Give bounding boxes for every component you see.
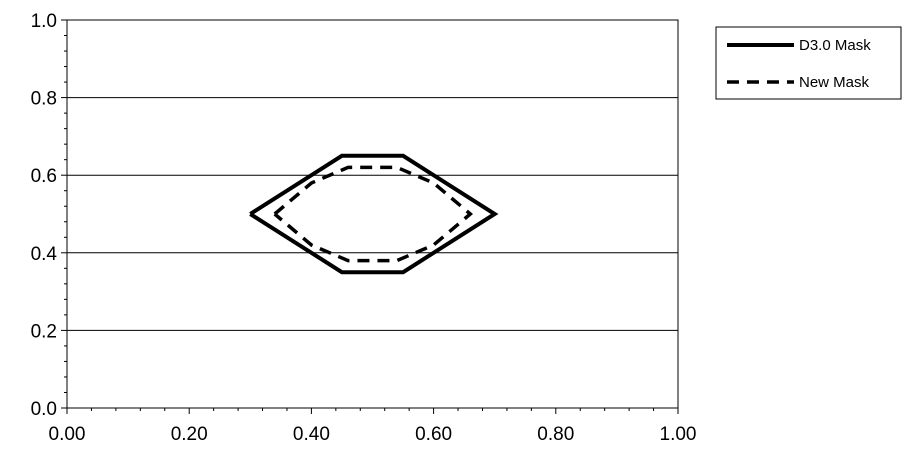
- y-tick-label: 0.8: [31, 89, 57, 110]
- legend-label-d30-mask: D3.0 Mask: [799, 37, 871, 54]
- legend-box: [715, 26, 902, 100]
- axes: 0.0 0.2 0.4 0.6 0.8 1.0 0.00 0.20 0.40 0.60 0.80 1.…: [31, 11, 697, 445]
- x-tick-label: 0.80: [537, 424, 574, 445]
- legend-label-new-mask: New Mask: [799, 74, 870, 91]
- gridlines: [67, 97, 678, 331]
- y-tick-label: 0.4: [31, 244, 58, 265]
- x-tick-label: 1.00: [660, 424, 697, 445]
- x-tick-label: 0.00: [49, 424, 86, 445]
- legend: D3.0 Mask New Mask: [715, 26, 902, 100]
- x-tick-label: 0.60: [415, 424, 452, 445]
- series-line-new-mask: [273, 165, 474, 263]
- series-line-d3-0-mask: [249, 153, 499, 275]
- x-tick-label: 0.20: [171, 424, 208, 445]
- x-tick-label: 0.40: [293, 424, 330, 445]
- series-group: [249, 153, 499, 275]
- y-tick-label: 0.6: [31, 166, 57, 187]
- y-tick-label: 1.0: [31, 11, 57, 32]
- plot-area: [66, 19, 679, 409]
- y-tick-label: 0.2: [31, 321, 57, 342]
- y-tick-label: 0.0: [31, 399, 57, 420]
